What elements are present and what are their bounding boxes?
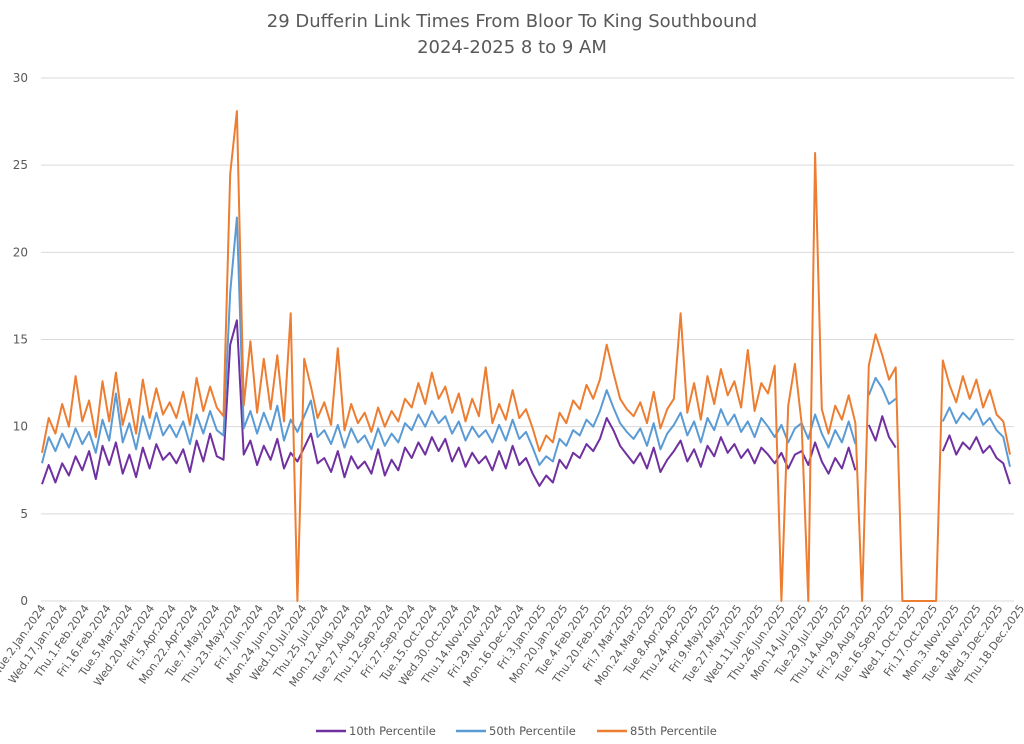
x-axis-ticks: Tue.2.Jan.2024Wed.17.Jan.2024Thu.1.Feb.2…	[0, 602, 1024, 689]
legend-item-85th[interactable]: 85th Percentile	[597, 724, 717, 738]
y-tick-label: 0	[20, 594, 28, 608]
series-lines	[41, 110, 1011, 602]
series-line-10th-percentile	[41, 319, 1011, 487]
y-tick-label: 30	[13, 71, 28, 85]
gridlines	[41, 77, 1014, 602]
y-tick-label: 25	[13, 158, 28, 172]
series-line-85th-percentile	[41, 110, 1011, 602]
legend-label-85th: 85th Percentile	[630, 724, 717, 738]
y-tick-label: 20	[13, 245, 28, 259]
y-tick-label: 10	[13, 420, 28, 434]
series-line-50th-percentile	[41, 216, 1011, 468]
y-axis-ticks: 0 5 10 15 20 25 30	[13, 71, 28, 608]
legend-label-10th: 10th Percentile	[349, 724, 436, 738]
legend-item-10th[interactable]: 10th Percentile	[316, 724, 436, 738]
chart-title-line-2: 2024-2025 8 to 9 AM	[417, 37, 607, 58]
legend-label-50th: 50th Percentile	[489, 724, 576, 738]
legend-item-50th[interactable]: 50th Percentile	[456, 724, 576, 738]
y-tick-label: 5	[20, 507, 28, 521]
chart-title-line-1: 29 Dufferin Link Times From Bloor To Kin…	[267, 11, 757, 32]
legend: 10th Percentile 50th Percentile 85th Per…	[316, 724, 717, 738]
y-tick-label: 15	[13, 333, 28, 347]
